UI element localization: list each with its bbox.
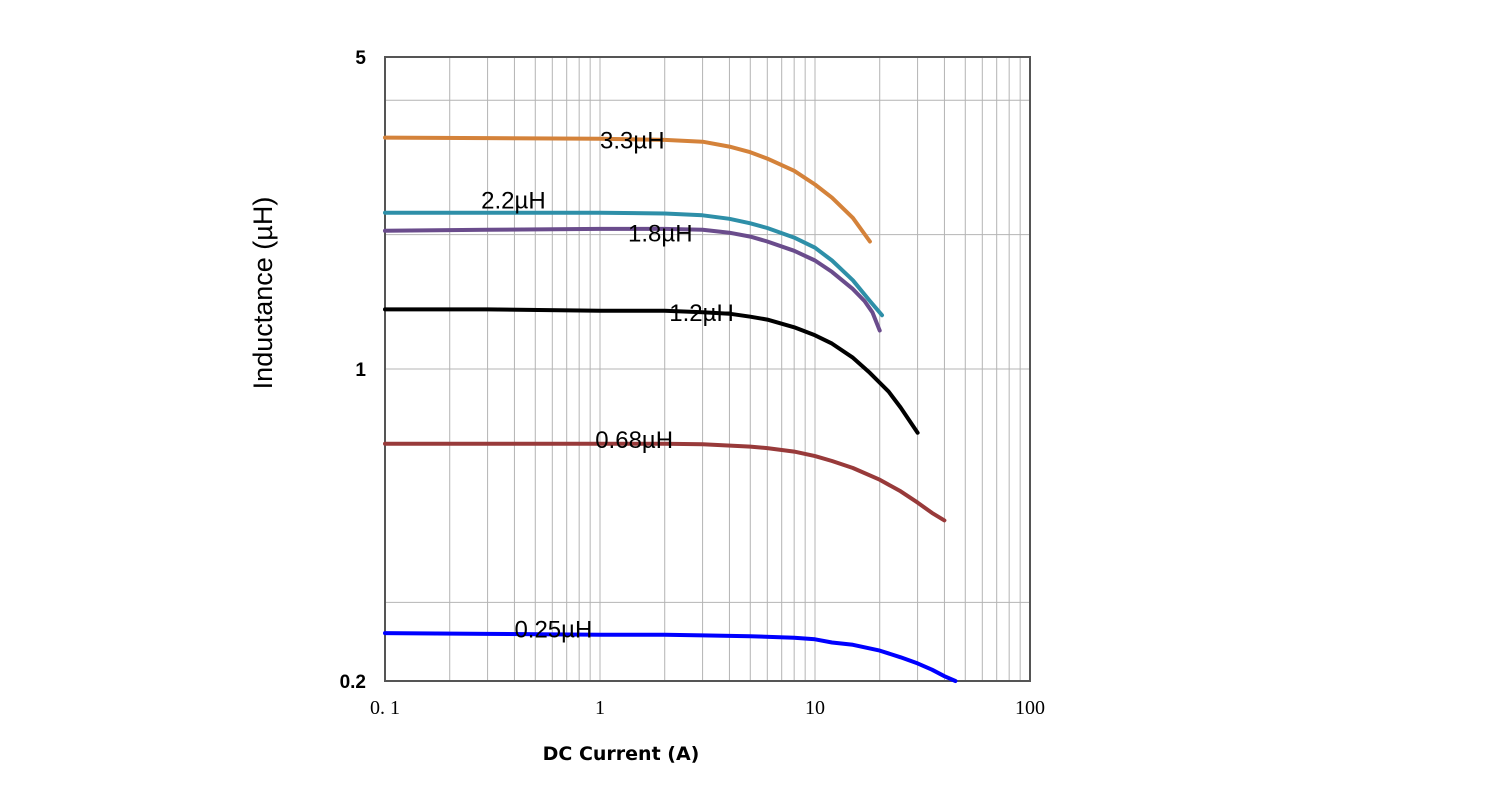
y-tick-label-1: 1 xyxy=(355,360,366,381)
x-tick-label-1: 1 xyxy=(595,697,605,719)
y-tick-label-2: 0.2 xyxy=(340,672,366,693)
series-annotations: 3.3µH 2.2µH 1.8µH 1.2µH 0.68µH 0.25µH xyxy=(481,127,734,643)
series-annotation-4: 0.68µH xyxy=(595,427,673,454)
series-line-1 xyxy=(383,210,884,318)
series-layer xyxy=(383,135,958,683)
x-axis-label: DC Current (A) xyxy=(543,743,700,765)
y-tick-label-0: 5 xyxy=(355,48,366,69)
series-line-3 xyxy=(383,307,920,435)
series-annotation-0: 3.3µH xyxy=(600,127,665,154)
x-tick-label-3: 100 xyxy=(1015,697,1045,719)
series-annotation-3: 1.2µH xyxy=(669,300,734,327)
series-line-4 xyxy=(383,441,947,523)
plot-area-frame xyxy=(384,56,1031,682)
x-tick-label-0: 0. 1 xyxy=(370,697,400,719)
x-axis-ticks: 0. 1 1 10 100 xyxy=(370,697,1045,719)
series-line-5 xyxy=(383,631,958,683)
y-axis-ticks: 510.2 xyxy=(340,48,367,693)
chart-grid xyxy=(385,57,1030,681)
series-annotation-1: 2.2µH xyxy=(481,187,546,214)
y-axis-label: Inductance (µH) xyxy=(248,197,278,390)
series-line-2 xyxy=(383,226,882,333)
series-line-0 xyxy=(383,135,872,244)
x-tick-label-2: 10 xyxy=(805,697,825,719)
series-annotation-5: 0.25µH xyxy=(514,617,592,644)
series-annotation-2: 1.8µH xyxy=(628,221,693,248)
